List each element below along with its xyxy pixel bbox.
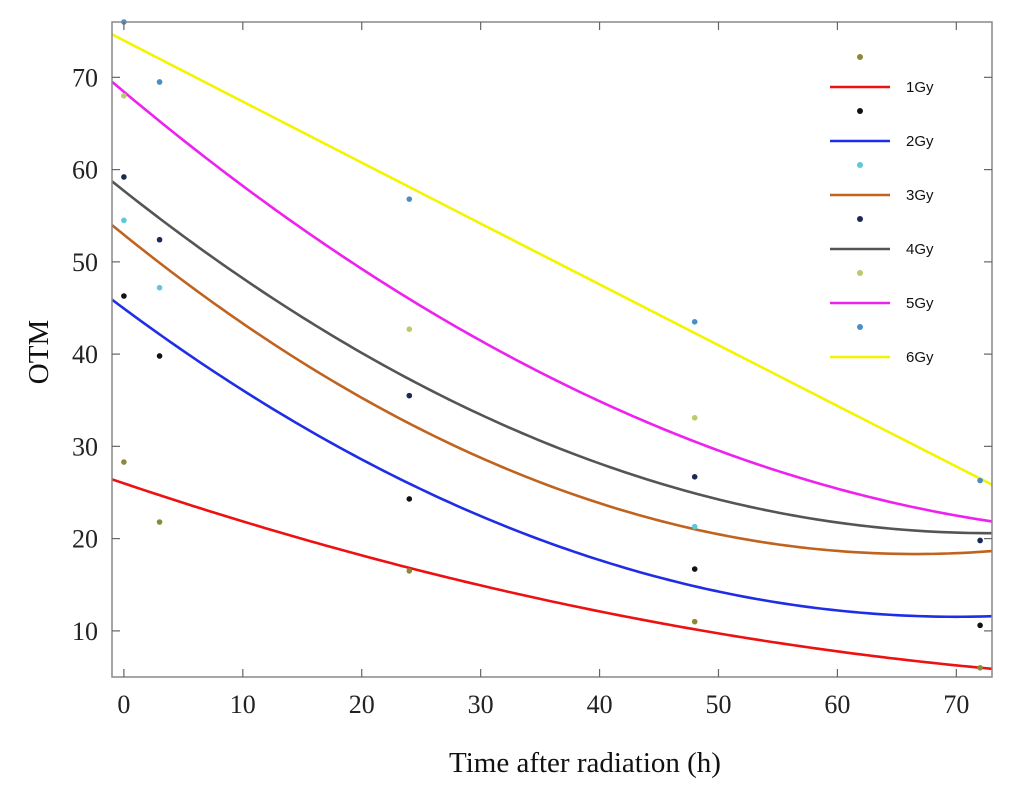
legend-label-3Gy: 3Gy xyxy=(906,187,934,204)
data-point-5Gy xyxy=(691,414,698,421)
legend-marker-6Gy xyxy=(857,324,863,330)
y-tick-label: 40 xyxy=(72,340,98,369)
legend-label-4Gy: 4Gy xyxy=(906,241,934,258)
data-point-4Gy xyxy=(977,537,983,544)
legend-label-2Gy: 2Gy xyxy=(906,133,934,150)
x-tick-label: 50 xyxy=(705,690,731,719)
data-point-1Gy xyxy=(691,618,698,625)
data-point-1Gy xyxy=(156,519,163,525)
legend-marker-5Gy xyxy=(857,270,863,276)
legend-marker-4Gy xyxy=(857,216,863,222)
data-point-5Gy xyxy=(121,93,127,99)
plot-frame xyxy=(111,21,993,678)
x-tick-label: 70 xyxy=(943,690,969,719)
data-point-6Gy xyxy=(406,196,413,202)
fit-curve-3Gy xyxy=(111,224,993,556)
data-point-3Gy xyxy=(121,217,127,224)
data-point-4Gy xyxy=(406,392,413,399)
x-axis-ticks: 0 10 20 30 40 50 60 70 xyxy=(117,22,969,719)
data-point-3Gy xyxy=(156,284,163,291)
fit-curve-1Gy xyxy=(111,478,993,671)
data-point-1Gy xyxy=(406,568,413,574)
x-tick-label: 30 xyxy=(468,690,494,719)
x-tick-label: 60 xyxy=(824,690,850,719)
legend-label-6Gy: 6Gy xyxy=(906,349,934,366)
data-point-1Gy xyxy=(121,459,127,465)
x-tick-label: 0 xyxy=(117,690,130,719)
data-point-2Gy xyxy=(977,622,983,629)
y-tick-label: 10 xyxy=(72,617,98,646)
data-point-4Gy xyxy=(691,474,698,480)
data-point-5Gy xyxy=(406,326,413,333)
legend: 1Gy 2Gy 3Gy 4Gy 5Gy 6Gy xyxy=(830,54,934,366)
y-tick-label: 70 xyxy=(72,63,98,92)
y-tick-label: 60 xyxy=(72,156,98,185)
data-point-2Gy xyxy=(121,293,127,299)
data-point-2Gy xyxy=(156,353,163,359)
fit-curve-6Gy xyxy=(111,33,993,486)
y-tick-label: 50 xyxy=(72,248,98,277)
y-axis-title: OTM xyxy=(23,320,55,384)
legend-marker-1Gy xyxy=(857,54,863,60)
y-axis-ticks: 10 20 30 40 50 60 70 xyxy=(72,63,992,646)
data-point-6Gy xyxy=(156,79,163,85)
legend-marker-2Gy xyxy=(857,108,863,114)
y-tick-label: 20 xyxy=(72,525,98,554)
fit-curve-2Gy xyxy=(111,298,993,619)
x-tick-label: 40 xyxy=(587,690,613,719)
data-point-6Gy xyxy=(691,319,698,325)
data-point-3Gy xyxy=(691,523,698,530)
legend-label-5Gy: 5Gy xyxy=(906,295,934,312)
x-axis-title: Time after radiation (h) xyxy=(449,747,721,779)
legend-marker-3Gy xyxy=(857,162,863,168)
data-points-layer xyxy=(121,19,983,671)
data-point-2Gy xyxy=(406,496,413,502)
x-tick-label: 20 xyxy=(349,690,375,719)
fit-curve-5Gy xyxy=(111,80,993,523)
x-tick-label: 10 xyxy=(230,690,256,719)
legend-label-1Gy: 1Gy xyxy=(906,79,934,96)
data-point-4Gy xyxy=(156,236,163,243)
y-tick-label: 30 xyxy=(72,432,98,461)
data-point-2Gy xyxy=(691,566,698,572)
data-point-6Gy xyxy=(977,477,983,484)
fit-curve-4Gy xyxy=(111,180,993,535)
data-point-1Gy xyxy=(977,664,983,671)
data-point-4Gy xyxy=(121,174,127,180)
fit-curves-layer xyxy=(111,33,993,671)
